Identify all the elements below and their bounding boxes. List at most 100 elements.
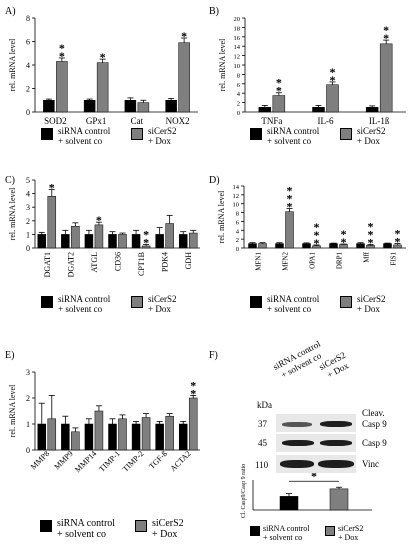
bar-e-control-2 (85, 424, 93, 450)
y-tick-label-c-0: 0 (26, 244, 30, 253)
blot-band-casp9-lane2 (320, 440, 352, 446)
blot-strip-vinc (276, 455, 356, 473)
category-label-e-1: MMP9 (52, 449, 74, 471)
category-label-b-0: TNFa (261, 116, 282, 126)
y-axis-label-b: rel. mRNA level (218, 38, 227, 91)
bar-a-cers2-2 (138, 103, 149, 112)
y-tick-label-b-7: 14 (234, 44, 241, 51)
blot-band-casp9-lane1 (282, 440, 314, 446)
y-axis-label-d: rel. mRNA level (217, 190, 226, 243)
legend-swatch-control-e (40, 520, 52, 532)
legend-cers2-c-line2: + Dox (148, 305, 171, 314)
y-tick-label-b-3: 6 (237, 82, 241, 89)
y-tick-label-e-0: 0 (26, 446, 30, 455)
legend-control-a-line1: siRNA control (58, 127, 110, 136)
bar-d-control-0 (249, 244, 257, 248)
blot-band-vinc-lane1 (280, 460, 314, 468)
y-tick-label-a-0: 0 (26, 108, 30, 117)
y-tick-label-a-2: 4 (26, 61, 30, 70)
bar-a-control-0 (43, 100, 54, 112)
bar-c-cers2-5 (166, 224, 174, 248)
category-label-c-1: DGAT2 (66, 252, 75, 277)
y-axis-label-f: Cl. Casp9/Casp 9 ratio (241, 464, 247, 518)
legend-swatch-cers2-f (325, 526, 335, 536)
blot-strip-casp9 (276, 434, 356, 452)
y-axis-label-e: rel. mRNA level (8, 384, 17, 437)
significance-c-2-0: * (96, 213, 102, 227)
blot-kda-45: 45 (258, 438, 267, 448)
legend-control-d-line2: + solvent co (267, 305, 311, 314)
y-tick-label-d-7: 14 (233, 184, 240, 191)
legend-control-f-line2: + solvent co (263, 534, 302, 542)
legend-control-b-line2: + solvent co (267, 137, 311, 146)
bar-b-control-2 (366, 107, 378, 112)
bar-a-control-1 (84, 100, 95, 112)
bar-d-control-4 (357, 244, 365, 248)
y-tick-label-a-3: 6 (26, 38, 30, 47)
category-label-e-4: TIMP-2 (121, 449, 146, 474)
category-label-c-2: ATGL (90, 252, 99, 273)
legend-swatch-cers2-b (340, 128, 352, 140)
blot-band-cleaved-casp9-lane2 (320, 421, 352, 427)
bar-a-control-2 (125, 100, 136, 112)
bar-b-cers2-1 (327, 85, 339, 112)
category-label-e-3: TIMP-1 (97, 449, 122, 474)
legend-control-f-line1: siRNA control (263, 525, 309, 533)
y-tick-label-e-2: 2 (26, 394, 30, 403)
blot-kda-37: 37 (258, 419, 267, 429)
y-tick-label-b-9: 18 (234, 25, 241, 32)
bar-b-cers2-2 (380, 44, 392, 112)
blot-row-label-cleaved-line1: Cleav. (362, 408, 385, 418)
category-label-d-3: DRP1 (336, 252, 344, 270)
blot-strip-cleaved-casp9 (276, 414, 356, 432)
category-label-d-5: FIS1 (390, 252, 398, 266)
category-label-c-3: CD36 (114, 252, 123, 271)
blot-row-label-vinc: Vinc (362, 459, 379, 469)
y-tick-label-a-1: 2 (26, 85, 30, 94)
blot-band-cleaved-casp9-lane1 (282, 422, 312, 427)
legend-swatch-control-b (250, 128, 262, 140)
bar-d-cers2-1 (286, 212, 294, 248)
legend-cers2-d-line2: + Dox (357, 305, 380, 314)
category-label-c-0: DGAT1 (43, 252, 52, 277)
category-label-c-4: CPT1B (137, 252, 146, 276)
legend-control-b-line1: siRNA control (267, 127, 319, 136)
bar-e-cers2-3 (119, 419, 127, 450)
significance-c-4-1: * (143, 236, 149, 250)
y-tick-label-b-0: 0 (237, 110, 240, 117)
y-tick-label-d-5: 10 (233, 202, 240, 209)
category-label-a-0: SOD2 (44, 116, 67, 126)
legend-cers2-a-line2: + Dox (148, 137, 171, 146)
bar-e-cers2-1 (71, 432, 79, 450)
bar-a-cers2-0 (56, 61, 67, 112)
y-tick-label-c-5: 5 (26, 176, 30, 185)
y-tick-label-b-4: 8 (237, 72, 240, 79)
significance-c-0-0: * (49, 181, 55, 195)
bar-c-control-0 (38, 234, 46, 248)
bar-f-control (280, 496, 298, 510)
legend-control-c-line2: + solvent co (58, 305, 102, 314)
y-tick-label-b-2: 4 (237, 91, 241, 98)
category-label-d-4: Mff (363, 251, 371, 262)
legend-cers2-e-line2: + Dox (152, 530, 177, 540)
bar-c-cers2-6 (189, 233, 197, 248)
blot-band-vinc-lane2 (318, 460, 354, 468)
legend-cers2-e-line1: siCerS2 (152, 519, 184, 529)
bar-d-control-5 (384, 244, 392, 248)
category-label-b-2: IL-1ß (369, 116, 390, 126)
legend-swatch-control-c (41, 296, 53, 308)
bar-e-control-0 (38, 424, 46, 450)
category-label-e-2: MMP14 (73, 449, 98, 474)
category-label-e-5: TGF-ß (147, 449, 169, 471)
bar-c-control-6 (179, 234, 187, 248)
bar-e-cers2-6 (189, 398, 197, 450)
significance-d-1-2: * (287, 200, 293, 214)
legend-cers2-f-line1: siCerS2 (338, 525, 363, 533)
significance-e-6-1: * (190, 386, 196, 400)
y-tick-label-c-1: 1 (26, 230, 30, 239)
bar-c-cers2-3 (119, 234, 127, 248)
bar-e-control-5 (156, 424, 164, 450)
bar-e-control-1 (61, 424, 69, 450)
bar-c-cers2-0 (48, 196, 56, 248)
bar-c-control-3 (109, 234, 117, 248)
